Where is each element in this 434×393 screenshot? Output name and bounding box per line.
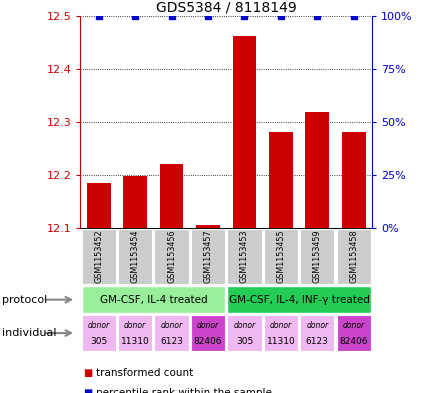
Text: 82406: 82406: [339, 337, 367, 346]
Text: 11310: 11310: [266, 337, 295, 346]
Text: donor: donor: [160, 321, 182, 330]
Bar: [227, 315, 261, 351]
Text: donor: donor: [342, 321, 364, 330]
Bar: [263, 315, 297, 351]
Text: donor: donor: [233, 321, 255, 330]
Text: GSM1153455: GSM1153455: [276, 230, 285, 283]
Bar: [299, 315, 334, 351]
Text: GSM1153459: GSM1153459: [312, 230, 321, 283]
Bar: [232, 36, 256, 228]
Bar: [123, 176, 147, 228]
Bar: [191, 228, 224, 285]
Bar: [336, 315, 370, 351]
Bar: [118, 228, 152, 285]
Text: donor: donor: [87, 321, 109, 330]
Bar: [154, 315, 188, 351]
Bar: [341, 132, 365, 228]
Text: GSM1153456: GSM1153456: [167, 230, 176, 283]
Text: 305: 305: [235, 337, 253, 346]
Text: 82406: 82406: [193, 337, 222, 346]
Title: GDS5384 / 8118149: GDS5384 / 8118149: [155, 0, 296, 15]
Text: individual: individual: [2, 328, 56, 338]
Text: donor: donor: [269, 321, 291, 330]
Bar: [299, 228, 334, 285]
Bar: [336, 228, 370, 285]
Text: GSM1153457: GSM1153457: [203, 230, 212, 283]
Bar: [118, 315, 152, 351]
Text: donor: donor: [124, 321, 146, 330]
Text: donor: donor: [306, 321, 328, 330]
Bar: [82, 315, 115, 351]
Text: protocol: protocol: [2, 295, 47, 305]
Bar: [227, 286, 370, 313]
Bar: [154, 228, 188, 285]
Bar: [196, 225, 219, 228]
Text: GM-CSF, IL-4, INF-γ treated: GM-CSF, IL-4, INF-γ treated: [228, 295, 368, 305]
Bar: [82, 286, 224, 313]
Bar: [263, 228, 297, 285]
Text: GSM1153452: GSM1153452: [94, 230, 103, 283]
Text: percentile rank within the sample: percentile rank within the sample: [95, 388, 271, 393]
Bar: [82, 228, 115, 285]
Text: GM-CSF, IL-4 treated: GM-CSF, IL-4 treated: [99, 295, 207, 305]
Text: GSM1153453: GSM1153453: [240, 230, 248, 283]
Text: GSM1153458: GSM1153458: [349, 230, 357, 283]
Bar: [227, 228, 261, 285]
Bar: [159, 164, 183, 228]
Text: transformed count: transformed count: [95, 368, 193, 378]
Bar: [268, 132, 292, 228]
Text: ■: ■: [82, 368, 92, 378]
Bar: [87, 183, 110, 228]
Text: GSM1153454: GSM1153454: [130, 230, 139, 283]
Text: ■: ■: [82, 388, 92, 393]
Text: 6123: 6123: [160, 337, 183, 346]
Text: 6123: 6123: [305, 337, 328, 346]
Bar: [191, 315, 224, 351]
Text: 305: 305: [90, 337, 107, 346]
Text: 11310: 11310: [121, 337, 149, 346]
Bar: [305, 112, 329, 228]
Text: donor: donor: [197, 321, 219, 330]
